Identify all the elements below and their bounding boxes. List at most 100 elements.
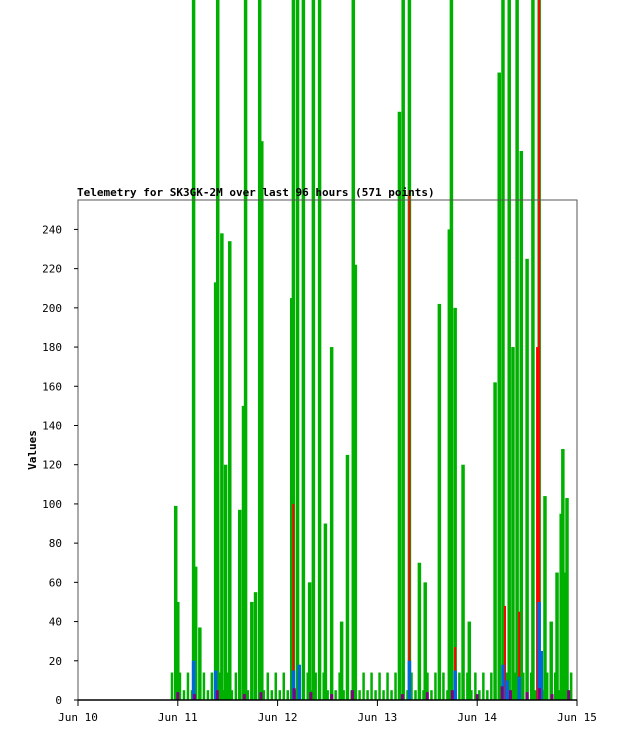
- bar-green: [423, 582, 427, 700]
- bar-green-baseline: [434, 672, 437, 700]
- bar-green: [401, 0, 405, 700]
- bar-green-baseline: [362, 672, 365, 700]
- bar-green: [291, 0, 296, 700]
- bar-green: [507, 0, 511, 700]
- bar-red: [518, 611, 521, 700]
- bar-green-baseline: [366, 690, 369, 700]
- bar-green: [257, 0, 262, 700]
- bar-red: [536, 347, 539, 700]
- y-tick-label: 40: [49, 616, 62, 629]
- bar-green-baseline: [206, 690, 210, 700]
- bar-green-baseline: [545, 672, 549, 700]
- y-tick-label: 160: [42, 380, 62, 393]
- bar-green-baseline: [446, 690, 449, 700]
- bar-green-baseline: [569, 672, 573, 700]
- bar-blue: [297, 664, 301, 700]
- bar-green: [511, 347, 515, 700]
- y-tick-label: 240: [42, 223, 62, 236]
- bar-green: [353, 264, 358, 700]
- y-tick-label: 120: [42, 459, 62, 472]
- bar-blue: [407, 660, 412, 700]
- bar-green-baseline: [334, 690, 337, 700]
- bar-green: [228, 241, 232, 701]
- bar-green-baseline: [486, 690, 489, 700]
- bar-green: [339, 621, 344, 700]
- bar-green: [497, 72, 501, 701]
- bar-green-baseline: [202, 672, 206, 700]
- bar-green: [329, 347, 334, 700]
- bar-green-baseline: [458, 672, 461, 700]
- bar-green: [493, 382, 497, 700]
- bar-purple: [330, 694, 334, 700]
- bar-green-baseline: [358, 690, 361, 700]
- x-tick-label: Jun 15: [557, 711, 597, 724]
- bar-green: [260, 141, 264, 701]
- bar-green: [301, 0, 306, 700]
- bar-green-baseline: [178, 672, 182, 700]
- bar-purple: [292, 688, 296, 700]
- bar-green: [453, 307, 457, 700]
- bar-green: [447, 229, 452, 701]
- bar-green-baseline: [482, 672, 485, 700]
- bar-green-baseline: [246, 690, 250, 700]
- bar-green-baseline: [474, 672, 477, 700]
- bar-purple: [508, 690, 512, 700]
- bar-green-baseline: [234, 672, 238, 700]
- bars-layer: [170, 0, 573, 701]
- bar-green-baseline: [426, 672, 429, 700]
- bar-blue: [501, 664, 505, 700]
- bar-purple: [350, 690, 354, 700]
- bar-green: [311, 0, 316, 700]
- bar-purple: [475, 694, 479, 700]
- bar-green-baseline: [514, 672, 517, 700]
- bar-green: [198, 627, 202, 700]
- bar-green-baseline: [218, 672, 222, 700]
- bar-green-baseline: [374, 690, 377, 700]
- bar-green-baseline: [442, 672, 445, 700]
- bar-green: [345, 454, 350, 700]
- bar-green-baseline: [414, 690, 417, 700]
- bar-green: [543, 496, 547, 700]
- bar-green-baseline: [406, 690, 409, 700]
- bar-green-baseline: [262, 690, 266, 700]
- x-tick-label: Jun 12: [258, 711, 298, 724]
- bar-purple: [538, 688, 542, 700]
- bar-green: [238, 509, 242, 700]
- bar-green-baseline: [266, 672, 270, 700]
- bar-green: [307, 582, 312, 700]
- bar-green: [213, 282, 218, 700]
- bar-green: [525, 258, 529, 700]
- bar-green-baseline: [466, 672, 469, 700]
- bar-green-baseline: [226, 672, 230, 700]
- bar-green: [531, 0, 535, 700]
- x-ticks: Jun 10 Jun 11 Jun 12 Jun 13 Jun 14 Jun 15: [58, 700, 597, 724]
- bar-green-baseline: [553, 672, 557, 700]
- bar-green-baseline: [282, 672, 286, 700]
- bar-green: [323, 523, 328, 700]
- bar-purple: [525, 692, 529, 700]
- bar-green: [501, 0, 505, 700]
- bar-red: [292, 503, 295, 700]
- bar-purple: [500, 686, 504, 700]
- bar-blue: [291, 670, 296, 700]
- bar-green-baseline: [522, 672, 525, 700]
- x-tick-label: Jun 14: [457, 711, 497, 724]
- bar-red: [504, 605, 507, 700]
- bar-purple: [309, 692, 313, 700]
- bar-green: [241, 405, 246, 700]
- bar-green: [253, 592, 258, 700]
- bar-purple: [259, 692, 263, 700]
- bar-green: [437, 303, 442, 700]
- bar-green-baseline: [286, 690, 289, 700]
- bar-red: [408, 190, 411, 700]
- bar-blue: [517, 676, 521, 700]
- x-tick-label: Jun 11: [158, 711, 198, 724]
- bar-green: [220, 233, 224, 701]
- bar-green-baseline: [274, 672, 278, 700]
- y-tick-label: 60: [49, 576, 62, 589]
- bar-green: [176, 601, 180, 700]
- bar-blue: [213, 670, 218, 700]
- bar-green: [449, 0, 454, 700]
- bar-green: [223, 464, 228, 700]
